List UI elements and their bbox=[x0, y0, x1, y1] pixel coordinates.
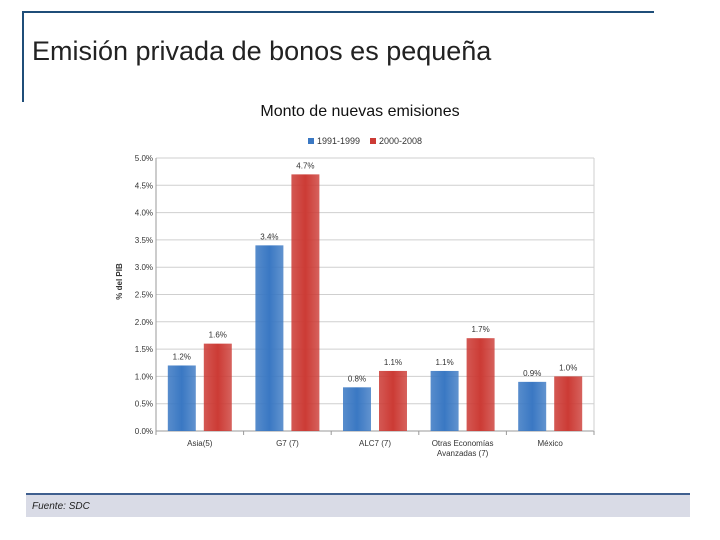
y-tick-label: 0.0% bbox=[135, 427, 153, 436]
bar bbox=[291, 174, 320, 431]
bar bbox=[343, 387, 371, 431]
data-label: 1.1% bbox=[384, 358, 402, 367]
y-tick-label: 4.5% bbox=[135, 181, 153, 190]
y-tick-label: 1.0% bbox=[135, 372, 153, 381]
data-label: 3.4% bbox=[260, 232, 278, 241]
y-tick-label: 5.0% bbox=[135, 154, 153, 163]
y-tick-label: 2.5% bbox=[135, 291, 153, 300]
x-tick-label: G7 (7) bbox=[276, 439, 299, 448]
footer-bar: Fuente: SDC bbox=[26, 493, 690, 517]
bar bbox=[518, 381, 547, 431]
y-tick-label: 1.5% bbox=[135, 345, 153, 354]
x-tick-label: ALC7 (7) bbox=[359, 439, 391, 448]
chart-title: Monto de nuevas emisiones bbox=[260, 103, 460, 120]
chart-legend: 1991-1999 2000-2008 bbox=[308, 136, 422, 146]
y-axis-label: % del PIB bbox=[115, 263, 124, 300]
data-label: 0.9% bbox=[523, 369, 541, 378]
source-note: Fuente: SDC bbox=[32, 501, 90, 512]
data-label: 4.7% bbox=[296, 161, 314, 170]
title-frame-top-rule bbox=[22, 11, 654, 13]
y-tick-label: 2.0% bbox=[135, 318, 153, 327]
bar bbox=[430, 370, 459, 431]
title-frame-left-rule bbox=[22, 11, 24, 102]
data-label: 1.0% bbox=[559, 363, 577, 372]
bar bbox=[203, 343, 232, 431]
y-tick-label: 3.5% bbox=[135, 236, 153, 245]
bar-chart: 1991-1999 2000-2008 0.0% 0.5% 1.0% 1.5% 2.0% 2.… bbox=[115, 136, 595, 458]
data-label: 1.7% bbox=[471, 325, 489, 334]
x-tick-label: Otras Economías bbox=[432, 439, 494, 448]
legend-swatch bbox=[370, 138, 376, 144]
legend-label: 2000-2008 bbox=[379, 136, 422, 146]
data-label: 1.6% bbox=[209, 331, 227, 340]
data-label: 1.2% bbox=[173, 352, 191, 361]
bar bbox=[255, 245, 284, 431]
y-tick-label: 3.0% bbox=[135, 263, 153, 272]
y-tick-label: 0.5% bbox=[135, 400, 153, 409]
bar bbox=[167, 365, 196, 431]
x-tick-label: México bbox=[538, 439, 564, 448]
x-tick-label: Avanzadas (7) bbox=[437, 449, 489, 458]
legend-swatch bbox=[308, 138, 314, 144]
data-label: 0.8% bbox=[348, 374, 366, 383]
x-tick-label: Asia(5) bbox=[187, 439, 213, 448]
slide-title: Emisión privada de bonos es pequeña bbox=[32, 36, 492, 66]
legend-label: 1991-1999 bbox=[317, 136, 360, 146]
y-tick-label: 4.0% bbox=[135, 209, 153, 218]
bar bbox=[554, 376, 583, 431]
data-label: 1.1% bbox=[435, 358, 453, 367]
bar bbox=[379, 370, 407, 431]
bar bbox=[466, 338, 495, 431]
